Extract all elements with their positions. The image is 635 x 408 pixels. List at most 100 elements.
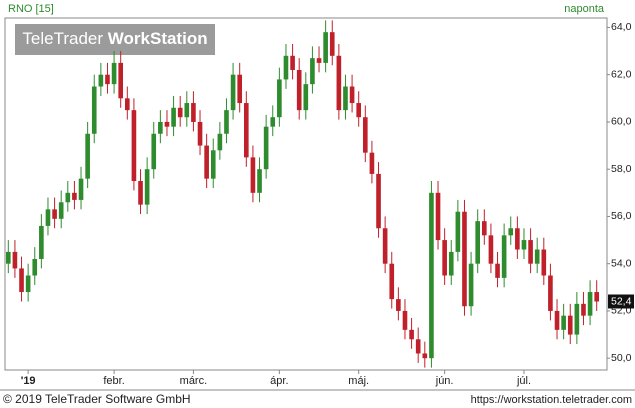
candle-body xyxy=(567,315,573,335)
candle-body xyxy=(177,107,183,118)
candle-body xyxy=(362,117,368,153)
candle-body xyxy=(19,268,24,293)
x-tick-label: '19 xyxy=(21,375,36,387)
period-label: naponta xyxy=(564,3,605,15)
candle-body xyxy=(217,133,223,151)
candle-body xyxy=(243,103,249,158)
candle-body xyxy=(376,173,381,229)
candle-body xyxy=(429,192,434,359)
candle-body xyxy=(91,86,97,134)
candle-body xyxy=(72,192,77,200)
candle-body xyxy=(481,221,487,236)
candle-body xyxy=(283,55,289,80)
candle-body xyxy=(396,299,401,311)
candle-body xyxy=(534,249,540,264)
candle-body xyxy=(528,240,533,264)
candle-body xyxy=(488,235,494,264)
candle-body xyxy=(290,55,295,70)
candle-body xyxy=(415,339,421,354)
watermark: TeleTrader WorkStation xyxy=(22,29,207,48)
candle-body xyxy=(98,74,104,87)
y-tick-label: 60,0 xyxy=(611,116,632,128)
watermark-product: WorkStation xyxy=(108,29,208,48)
candle-body xyxy=(111,62,117,85)
candle-body xyxy=(204,145,209,179)
y-tick-label: 56,0 xyxy=(611,210,632,222)
footer-copyright: © 2019 TeleTrader Software GmbH xyxy=(3,392,191,406)
y-tick-label: 54,0 xyxy=(611,257,632,269)
candle-body xyxy=(85,133,90,179)
x-tick-label: jún. xyxy=(435,375,454,387)
candle-body xyxy=(12,251,18,269)
candle-body xyxy=(442,240,447,276)
candle-body xyxy=(561,315,566,330)
candle-body xyxy=(356,103,362,118)
last-value-box xyxy=(608,294,634,309)
candle-body xyxy=(581,303,586,316)
candle-body xyxy=(191,103,196,122)
candle-body xyxy=(336,55,342,111)
candle-body xyxy=(316,58,322,63)
candle-body xyxy=(554,310,560,330)
y-tick-label: 62,0 xyxy=(611,68,632,80)
candle-body xyxy=(548,275,553,311)
candle-body xyxy=(310,58,315,85)
candle-body xyxy=(25,275,31,293)
x-tick-label: júl. xyxy=(516,375,531,387)
candle-body xyxy=(323,32,328,63)
candle-body xyxy=(594,292,600,302)
candle-body xyxy=(515,228,520,250)
candle-body xyxy=(78,178,84,200)
candle-body xyxy=(402,310,408,330)
candle-body xyxy=(468,263,474,307)
candle-body xyxy=(151,133,157,170)
watermark-box xyxy=(15,24,215,55)
candle-body xyxy=(448,251,454,276)
x-tick-label: febr. xyxy=(103,375,124,387)
candle-body xyxy=(184,103,190,118)
candle-body xyxy=(224,110,229,134)
candle-body xyxy=(587,292,593,316)
candle-body xyxy=(230,74,236,111)
plot-frame xyxy=(4,17,608,371)
candle-body xyxy=(39,225,44,259)
candle-body xyxy=(263,126,269,170)
candle-body xyxy=(277,79,282,118)
candle-body xyxy=(45,209,51,226)
candle-body xyxy=(389,263,395,300)
candle-body xyxy=(124,98,130,111)
candle-body xyxy=(65,192,71,203)
candle-body xyxy=(541,249,547,276)
candle-body xyxy=(495,263,500,278)
candle-body xyxy=(171,107,176,127)
candle-body xyxy=(303,84,309,111)
candle-body xyxy=(164,121,170,127)
candle-body xyxy=(369,152,375,174)
candle-body xyxy=(462,211,467,307)
candle-body xyxy=(52,209,57,219)
candle-body xyxy=(158,121,163,134)
candle-body xyxy=(574,303,580,335)
candle-body xyxy=(131,110,137,182)
candle-body xyxy=(5,251,11,264)
candle-body xyxy=(144,169,150,205)
candle-body xyxy=(329,32,335,56)
candle-body xyxy=(422,353,428,359)
candle-body xyxy=(138,181,143,205)
candle-body xyxy=(521,240,527,250)
watermark-brand: TeleTrader xyxy=(22,29,103,48)
candle-body xyxy=(409,329,414,340)
candle-body xyxy=(118,62,124,99)
candle-body xyxy=(105,74,110,85)
candle-body xyxy=(501,235,507,278)
x-tick-label: márc. xyxy=(180,375,208,387)
candle-body xyxy=(455,211,461,252)
candle-body xyxy=(343,86,348,111)
candle-body xyxy=(508,228,514,236)
candle-body xyxy=(382,228,388,264)
candle-body xyxy=(349,86,355,104)
y-tick-label: 50,0 xyxy=(611,352,632,364)
